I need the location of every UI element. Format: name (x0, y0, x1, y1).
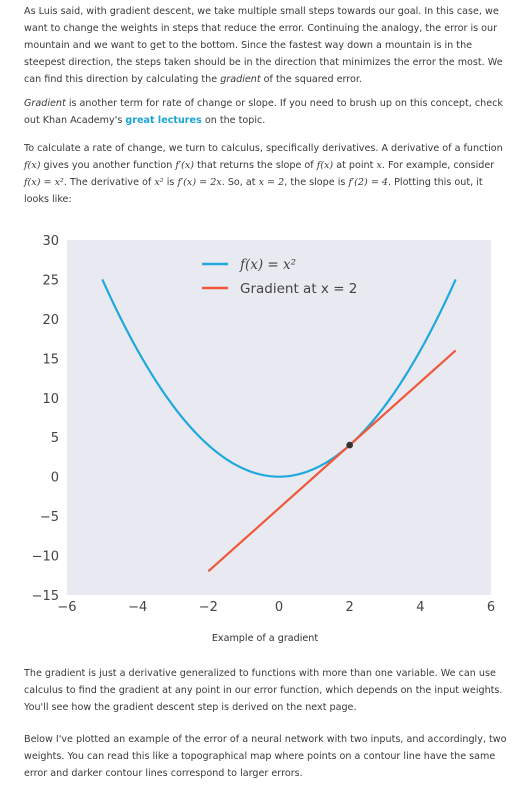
great-lectures-link[interactable]: great lectures (125, 115, 202, 126)
math-x-squared: x² (154, 177, 164, 188)
x-tick-label: −2 (199, 600, 218, 615)
tangent-point-marker (346, 441, 353, 449)
math-f-definition: f(x) = x² (24, 177, 64, 188)
series-line-tangent (207, 349, 457, 573)
math-x: x (376, 160, 382, 171)
math-fprime-x: f′(x) (175, 160, 195, 171)
y-tick-label: −5 (40, 510, 59, 525)
figure-caption: Example of a gradient (211, 633, 319, 644)
x-tick-label: −4 (128, 600, 147, 615)
emphasis-gradient: gradient (220, 74, 261, 85)
legend: f(x) = x² Gradient at x = 2 (202, 257, 357, 297)
math-fx: f(x) (24, 160, 41, 171)
paragraph-error-plot-intro: Below I've plotted an example of the err… (24, 734, 507, 779)
y-tick-label: −15 (32, 589, 59, 604)
x-tick-label: 0 (275, 600, 283, 615)
y-tick-label: 20 (42, 313, 59, 328)
x-tick-label: 4 (416, 600, 424, 615)
y-tick-label: 30 (42, 234, 59, 249)
legend-label-tangent: Gradient at x = 2 (240, 281, 357, 297)
paragraph-derivatives: To calculate a rate of change, we turn t… (24, 143, 503, 205)
emphasis-gradient-term: Gradient (24, 98, 66, 109)
paragraph-gradient-definition: Gradient is another term for rate of cha… (24, 98, 503, 126)
math-x-equals-2: x = 2 (258, 177, 285, 188)
paragraph-gradient-descent: As Luis said, with gradient descent, we … (24, 6, 503, 85)
math-slope: f′(2) = 4 (348, 177, 389, 188)
math-fx-2: f(x) (316, 160, 334, 171)
y-tick-label: 10 (42, 392, 59, 407)
x-tick-label: 2 (346, 600, 354, 615)
x-tick-label: −6 (57, 600, 76, 615)
y-tick-label: 0 (51, 471, 59, 486)
legend-label-parabola: f(x) = x² (239, 257, 296, 273)
y-tick-label: 15 (42, 352, 59, 367)
x-tick-label: 6 (487, 600, 495, 615)
y-tick-label: −10 (32, 550, 59, 565)
y-tick-label: 5 (51, 431, 59, 446)
gradient-chart: −15 −10 −5 0 5 10 15 20 25 30 −6 −4 −2 0 2 4 6 f(x) = x… (32, 234, 496, 615)
plot-area (67, 240, 491, 595)
series-line-parabola (101, 278, 457, 478)
paragraph-gradient-generalized: The gradient is just a derivative genera… (24, 668, 503, 713)
y-tick-label: 25 (42, 273, 59, 288)
math-derivative: f′(x) = 2x (177, 177, 222, 188)
